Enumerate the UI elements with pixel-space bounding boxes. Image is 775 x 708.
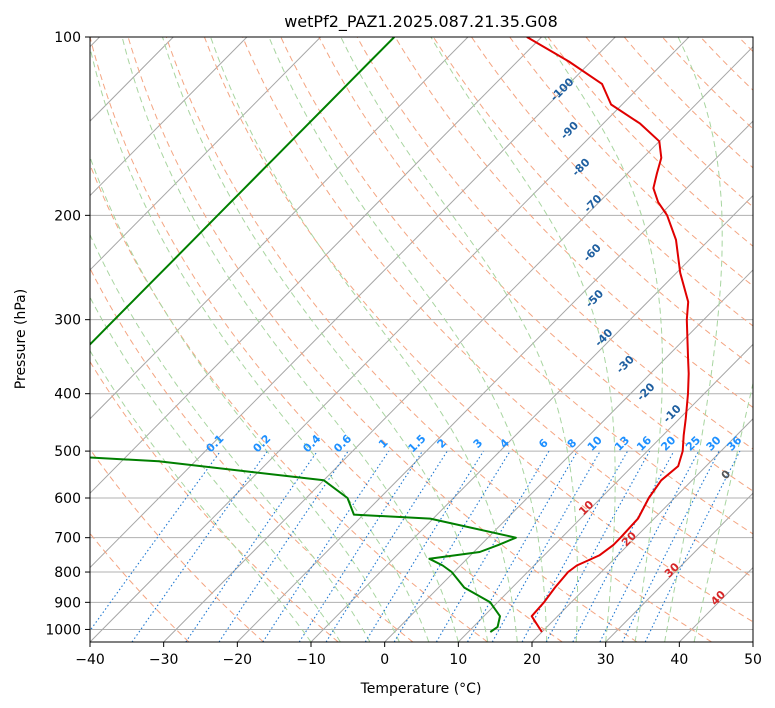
dry-adiabat-line [356,37,753,450]
mixing-ratio-line [393,450,511,642]
y-tick-label: 600 [54,491,81,507]
x-tick-label: −40 [75,652,105,668]
moist-adiabat-line [430,37,616,642]
dry-adiabat-line [203,37,753,623]
mixing-ratio-line [467,450,578,642]
mixing-ratio-line [131,450,268,642]
x-tick-label: −30 [149,652,179,668]
y-tick-label: 900 [54,595,81,611]
moist-adiabat-line [162,37,489,642]
dry-adiabat-line [127,37,638,642]
isotherm-line [457,343,753,642]
mixing-ratio-line [364,450,484,642]
dry-adiabat-line [280,37,753,535]
dry-adiabat-line [394,37,753,409]
isotherm-line [384,269,753,642]
dry-adiabat-line [509,37,753,287]
x-axis-label: Temperature (°C) [360,681,482,697]
dry-adiabat-line [432,37,753,368]
isotherm-line [605,492,753,642]
y-tick-label: 100 [54,30,81,46]
mixing-ratio-line [545,450,651,642]
dry-adiabat-line [90,448,264,642]
x-tick-label: 20 [523,652,541,668]
isotherm-line [90,37,248,197]
isotherm-line [531,418,753,642]
x-tick-label: 0 [380,652,389,668]
moist-adiabat-line [121,37,459,642]
y-tick-label: 200 [54,208,81,224]
mixing-ratio-line [521,450,629,642]
y-axis-label: Pressure (hPa) [13,289,29,389]
isotherm-line [90,37,321,271]
dry-adiabat-line [165,37,712,642]
moist-adiabat-line [210,37,518,642]
mixing-ratio-line [298,450,423,642]
isotherm-line [90,37,616,569]
dewpoint-profile-line [90,37,517,633]
dry-adiabat-line [242,37,753,579]
dry-adiabat-line [547,37,753,247]
y-tick-label: 1000 [45,622,81,638]
dry-adiabat-line [90,163,488,642]
chart-title: wetPf2_PAZ1.2025.087.21.35.G08 [284,12,558,32]
isotherm-line [163,46,753,642]
moist-adiabat-line [544,37,663,642]
moist-adiabat-line [90,296,341,642]
y-tick-label: 800 [54,565,81,581]
y-tick-label: 400 [54,387,81,403]
mixing-ratio-line [491,450,601,642]
moist-adiabat-line [90,155,400,642]
x-tick-label: 40 [670,652,688,668]
moist-adiabat-line [90,45,430,642]
x-tick-label: −20 [223,652,253,668]
temperature-profile-line [526,37,690,633]
mixing-ratio-line [325,450,448,642]
dry-adiabat-line [90,267,414,642]
moist-adiabat-line [664,37,723,642]
mixing-ratio-line [90,450,221,632]
mixing-ratio-line [435,450,550,642]
isotherm-line [90,37,469,420]
x-tick-label: 30 [597,652,615,668]
isotherm-line [90,37,542,494]
y-tick-label: 300 [54,313,81,329]
x-tick-label: −10 [296,652,326,668]
plot-frame [89,36,754,643]
x-tick-label: 50 [744,652,762,668]
moist-adiabat-line [693,381,753,642]
y-tick-label: 500 [54,444,81,460]
mixing-ratio-line [644,450,741,642]
moist-adiabat-line [90,349,312,642]
moist-adiabat-line [90,233,371,642]
moist-adiabat-line [340,37,578,642]
mixing-ratio-line [185,450,318,642]
y-tick-label: 700 [54,531,81,547]
isotherm-line [236,120,753,642]
x-tick-label: 10 [449,652,467,668]
